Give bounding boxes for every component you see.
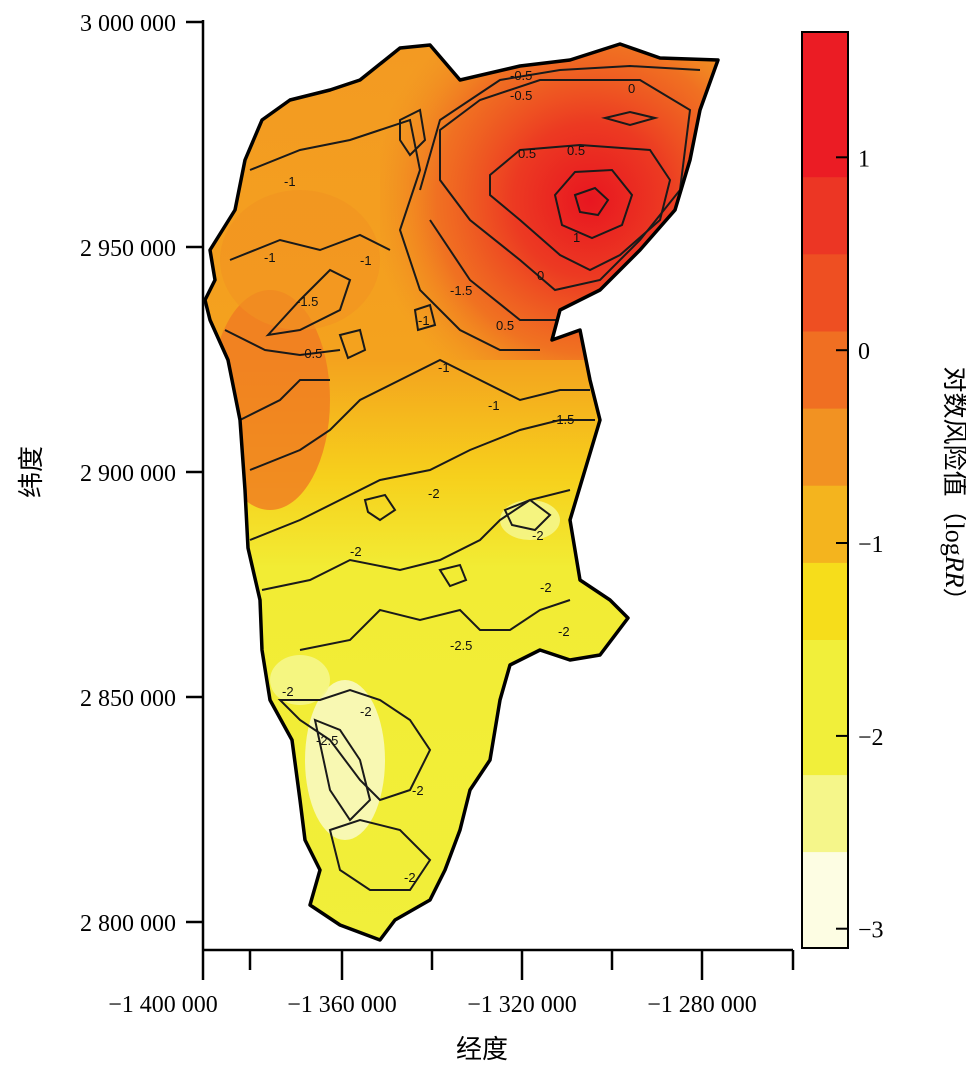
- contour-label: -1: [418, 313, 430, 328]
- contour-labels: -0.5 0 0.5 1 -1 -1.5 -0.5 0 0.5 -1 -1 -1…: [264, 68, 635, 885]
- contour-label: -1: [360, 253, 372, 268]
- contour-label: 0.5: [518, 146, 536, 161]
- contour-label: -2: [404, 870, 416, 885]
- contour-label: -1: [438, 360, 450, 375]
- contour-label: -1: [264, 250, 276, 265]
- contour-1: [553, 168, 634, 240]
- x-ticks: [201, 950, 795, 980]
- colorbar-title: 对数风险值（logRR）: [940, 366, 966, 613]
- contour-neg-2-b: [299, 599, 571, 651]
- contour-small-1: [363, 493, 397, 522]
- contour-label: 0.5: [496, 318, 514, 333]
- contour-1-inner: [573, 186, 610, 217]
- contour-small-4: [601, 110, 659, 127]
- contour-neg-0-5-west: [224, 329, 341, 421]
- contour-label: -1.5: [296, 294, 318, 309]
- y-tick-label: 3 000 000: [80, 11, 176, 37]
- colorbar-band: [802, 253, 848, 332]
- y-tick-label: 2 800 000: [80, 911, 176, 937]
- colorbar-ticks: 1 0 −1 −2 −3: [836, 146, 884, 944]
- contour-neg-2-d: [328, 818, 432, 891]
- x-tick-label: −1 400 000: [108, 992, 218, 1018]
- contour-label: -0.5: [510, 88, 532, 103]
- contour-label: 0: [628, 81, 635, 96]
- contour-lines: [224, 64, 701, 891]
- colorbar: 1 0 −1 −2 −3 对数风险值（logRR）: [801, 31, 966, 949]
- colorbar-band: [802, 330, 848, 409]
- contour-neg-1-west: [229, 233, 590, 471]
- colorbar-tick-label: −1: [858, 532, 884, 558]
- contour-small-3: [399, 108, 427, 157]
- colorbar-band: [802, 176, 848, 255]
- contour-label: 0.5: [567, 143, 585, 158]
- contour-neg-0-5: [419, 64, 701, 321]
- colorbar-band: [802, 562, 848, 640]
- contour-label: -2: [350, 544, 362, 559]
- y-ticks: [186, 20, 203, 924]
- contour-neg-2-c: [277, 688, 432, 802]
- colorbar-tick-label: 1: [858, 146, 870, 172]
- contour-label: -2: [532, 528, 544, 543]
- west-orange-patch-2: [220, 190, 380, 330]
- colorbar-band: [802, 32, 848, 178]
- contour-label: -2: [428, 486, 440, 501]
- contour-neg-2-a: [261, 489, 571, 591]
- contour-label: 0: [537, 268, 544, 283]
- y-axis-title: 纬度: [17, 446, 46, 498]
- south-pale-patch-2: [270, 655, 330, 705]
- x-tick-label: −1 360 000: [287, 992, 397, 1018]
- contour-label: -1: [284, 174, 296, 189]
- contour-label: -2: [360, 704, 372, 719]
- contour-label: -1.5: [552, 412, 574, 427]
- x-tick-label: −1 280 000: [647, 992, 757, 1018]
- y-tick-label: 2 950 000: [80, 236, 176, 262]
- colorbar-title-suffix: ）: [940, 587, 966, 613]
- contour-neg-1-north: [249, 118, 540, 351]
- axes: [201, 20, 793, 952]
- y-tick-label: 2 850 000: [80, 686, 176, 712]
- colorbar-title-italic: RR: [940, 555, 966, 588]
- region-boundary: [203, 42, 720, 942]
- contour-label: -2: [412, 783, 424, 798]
- colorbar-band: [802, 774, 848, 853]
- contour-label: -2.5: [316, 733, 338, 748]
- x-tick-label: −1 320 000: [467, 992, 577, 1018]
- x-axis-title: 经度: [456, 1035, 508, 1064]
- contour-neg-1-5-loop: [265, 268, 352, 337]
- colorbar-band: [802, 408, 848, 486]
- contour-label: -2.5: [450, 638, 472, 653]
- colorbar-band: [802, 639, 848, 776]
- contour-0: [439, 79, 692, 292]
- colorbar-title-prefix: 对数风险值（log: [940, 366, 966, 555]
- contour-label: -1.5: [450, 283, 472, 298]
- colorbar-bands: [802, 32, 848, 949]
- contour-neg-1-5: [249, 419, 595, 541]
- x-tick-labels: −1 400 000 −1 360 000 −1 320 000 −1 280 …: [108, 992, 757, 1018]
- colorbar-band: [802, 485, 848, 563]
- contour-small-2: [438, 563, 468, 588]
- contour-label: 1: [573, 230, 580, 245]
- contour-label: -2: [282, 684, 294, 699]
- contour-label: -0.5: [300, 346, 322, 361]
- contour-neg-2-5: [313, 718, 372, 822]
- contour-small-6: [503, 498, 552, 532]
- colorbar-band: [802, 851, 848, 949]
- contour-label: -0.5: [510, 68, 532, 83]
- contour-label: -2: [558, 624, 570, 639]
- y-tick-label: 2 900 000: [80, 461, 176, 487]
- contour-small-7: [413, 303, 437, 332]
- colorbar-tick-label: −3: [858, 918, 884, 944]
- contour-label: -2: [540, 580, 552, 595]
- contour-0-5: [489, 143, 672, 272]
- contour-label: -1: [488, 398, 500, 413]
- contour-small-5: [338, 328, 367, 360]
- y-tick-labels: 3 000 000 2 950 000 2 900 000 2 850 000 …: [80, 11, 176, 937]
- colorbar-tick-label: −2: [858, 725, 884, 751]
- colorbar-frame: [801, 31, 849, 949]
- colorbar-tick-label: 0: [858, 339, 870, 365]
